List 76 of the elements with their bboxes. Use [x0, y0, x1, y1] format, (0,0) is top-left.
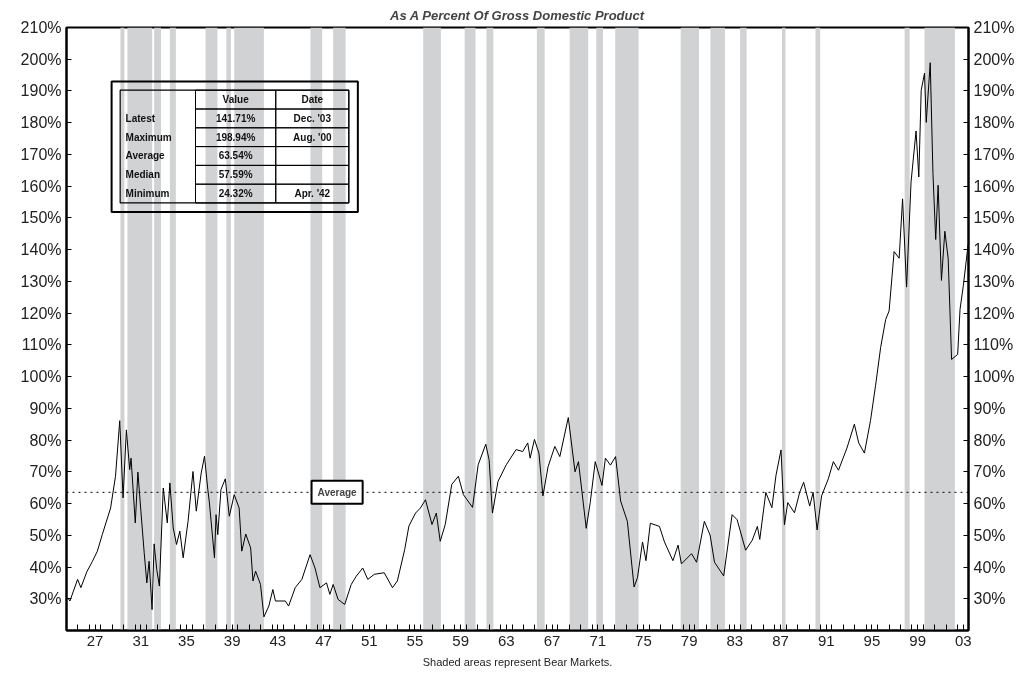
x-tick-label: 27: [86, 631, 104, 649]
y-tick-label: 170%: [20, 145, 62, 163]
y2-tick-label: 180%: [973, 114, 1015, 132]
y2-tick-label: 110%: [973, 336, 1014, 354]
y-tick-label: 110%: [21, 336, 62, 354]
y-tick-label: 200%: [20, 50, 62, 68]
y2-tick-label: 130%: [973, 272, 1015, 290]
y2-tick-label: 90%: [973, 399, 1006, 417]
x-tick-label: 67: [543, 631, 561, 649]
annotation: Date: [301, 94, 324, 106]
x-tick-label: 91: [817, 631, 835, 649]
x-tick-label: 43: [269, 631, 287, 649]
y-tick-label: 100%: [20, 368, 62, 386]
annotation: 63.54%: [218, 150, 253, 162]
y-tick-label: 160%: [20, 177, 62, 195]
y2-tick-label: 70%: [973, 463, 1006, 481]
annotation: Value: [222, 94, 250, 106]
y2-tick-label: 50%: [973, 526, 1006, 544]
y2-tick-label: 40%: [973, 558, 1006, 576]
y-tick-label: 30%: [29, 590, 62, 608]
annotation: Median: [125, 169, 161, 181]
x-tick-label: 31: [132, 631, 150, 649]
y2-tick-label: 170%: [973, 145, 1015, 163]
y-tick-label: 40%: [29, 558, 62, 576]
y2-tick-label: 140%: [973, 241, 1015, 259]
y2-tick-label: 190%: [973, 82, 1015, 100]
y2-tick-label: 100%: [973, 368, 1015, 386]
y-tick-label: 50%: [29, 526, 62, 544]
y2-tick-label: 120%: [973, 304, 1015, 322]
y-tick-label: 120%: [20, 304, 62, 322]
y-tick-label: 180%: [20, 114, 62, 132]
x-tick-label: 55: [406, 631, 424, 649]
annotation: 24.32%: [218, 188, 253, 200]
annotation: Aug. '00: [293, 131, 332, 143]
y-tick-label: 90%: [29, 399, 62, 417]
y2-tick-label: 30%: [973, 590, 1006, 608]
y-tick-label: 80%: [29, 431, 62, 449]
x-tick-label: 03: [955, 631, 972, 649]
x-tick-label: 99: [909, 631, 926, 649]
y-tick-label: 150%: [20, 209, 62, 227]
y2-tick-label: 200%: [973, 50, 1015, 68]
annotation: Apr. '42: [294, 188, 331, 200]
annotation: 57.59%: [218, 169, 253, 181]
annotation: Dec. '03: [293, 112, 332, 124]
annotation: Minimum: [125, 188, 170, 200]
annotation: 198.94%: [215, 131, 256, 143]
y2-tick-label: 60%: [973, 495, 1006, 513]
y2-tick-label: 160%: [973, 177, 1015, 195]
y-tick-label: 190%: [20, 82, 62, 100]
x-tick-label: 71: [589, 631, 607, 649]
annotation: Maximum: [125, 131, 172, 143]
y2-tick-label: 150%: [973, 209, 1015, 227]
x-tick-label: 95: [863, 631, 881, 649]
x-tick-label: 75: [635, 631, 652, 649]
x-tick-label: 35: [178, 631, 195, 649]
x-tick-label: 87: [772, 631, 789, 649]
annotation: Latest: [125, 112, 156, 124]
y2-tick-label: 210%: [973, 19, 1015, 36]
y-tick-label: 140%: [20, 241, 62, 259]
annotation: 141.71%: [215, 112, 256, 124]
x-tick-label: 83: [726, 631, 744, 649]
y-tick-label: 70%: [29, 463, 62, 481]
x-tick-label: 47: [315, 631, 332, 649]
x-tick-label: 51: [360, 631, 378, 649]
x-tick-label: 63: [498, 631, 515, 649]
y2-tick-label: 80%: [973, 431, 1006, 449]
chart-title: As A Percent Of Gross Domestic Product: [388, 7, 645, 23]
annotation: Average: [125, 150, 166, 162]
x-tick-label: 79: [680, 631, 698, 649]
ref-line-label: Average: [317, 486, 358, 498]
y-tick-label: 130%: [20, 272, 62, 290]
text: Shaded areas represent Bear Markets.: [422, 655, 613, 668]
y-tick-label: 210%: [20, 19, 62, 36]
x-tick-label: 59: [452, 631, 470, 649]
x-tick-label: 39: [223, 631, 241, 649]
y-tick-label: 60%: [29, 495, 62, 513]
